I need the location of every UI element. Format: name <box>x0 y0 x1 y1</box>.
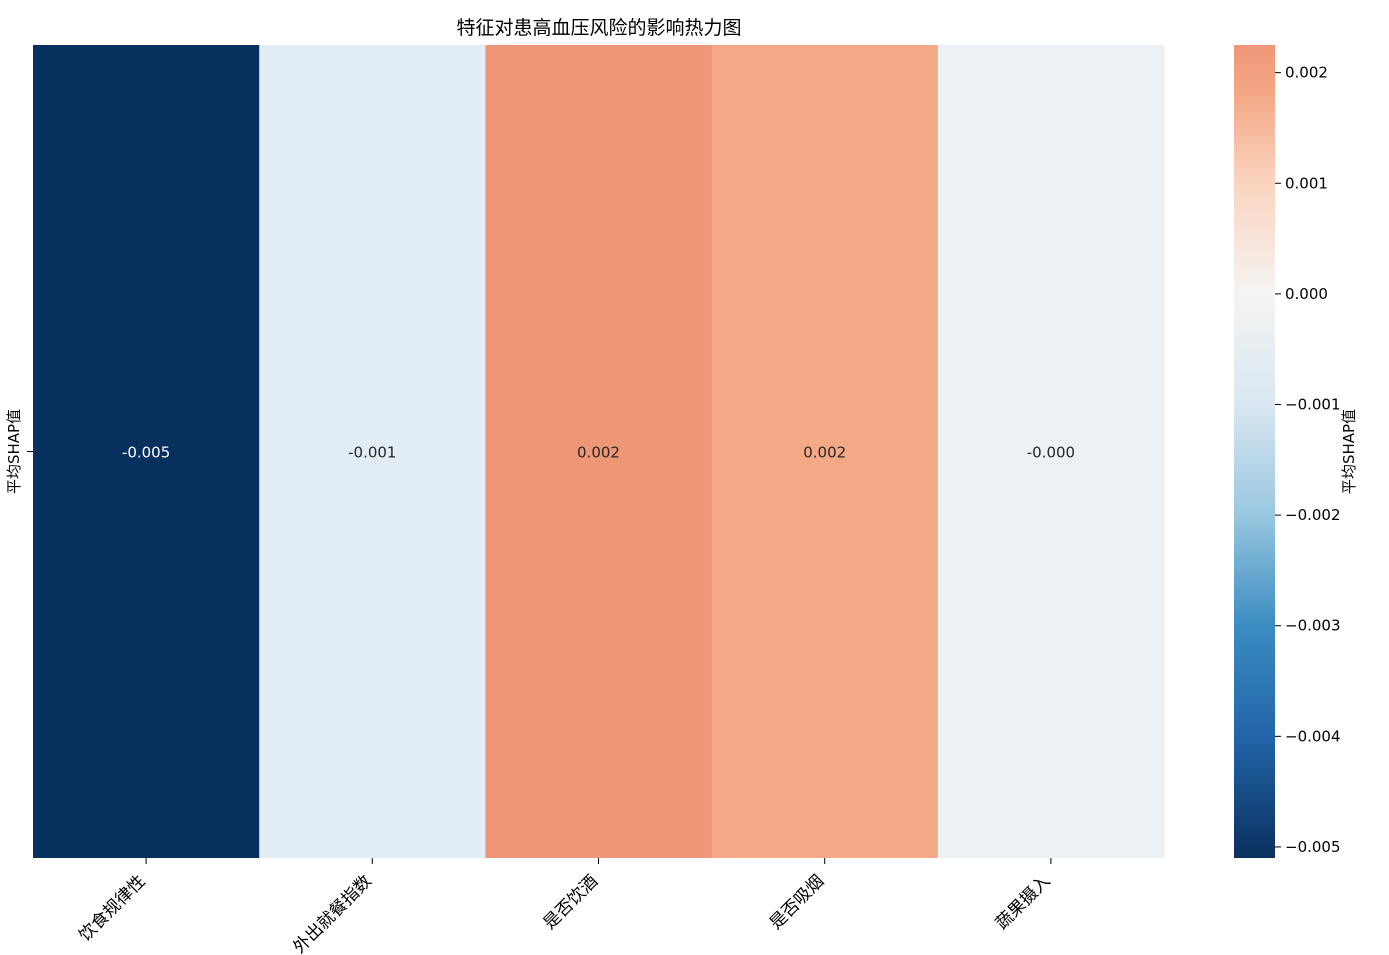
colorbar-tick-label: −0.003 <box>1285 617 1341 635</box>
cell-annotation: -0.005 <box>122 444 170 462</box>
chart-title: 特征对患高血压风险的影响热力图 <box>456 17 741 39</box>
colorbar-tick-label: −0.002 <box>1285 506 1341 524</box>
cell-annotations: -0.005 -0.001 0.002 0.002 -0.000 <box>122 444 1075 462</box>
heatmap-cell <box>711 45 939 858</box>
cell-annotation: -0.000 <box>1027 444 1075 462</box>
heatmap-cell <box>33 45 260 858</box>
x-tick-label: 蔬果摄入 <box>992 871 1054 933</box>
cell-annotation: -0.001 <box>348 444 396 462</box>
cell-annotation: 0.002 <box>803 444 846 462</box>
colorbar <box>1234 45 1275 858</box>
x-tick-label: 饮食规律性 <box>75 871 149 945</box>
x-tick-label: 是否吸烟 <box>766 871 828 933</box>
x-tick-label: 外出就餐指数 <box>290 871 376 955</box>
colorbar-gradient <box>1234 45 1275 858</box>
cell-annotation: 0.002 <box>577 444 620 462</box>
y-axis-ticks: 平均SHAP值 <box>5 409 33 494</box>
colorbar-tick-label: −0.005 <box>1285 838 1341 856</box>
heatmap-cell <box>937 45 1165 858</box>
colorbar-tick-label: 0.001 <box>1285 174 1328 192</box>
heatmap-cell <box>259 45 486 858</box>
colorbar-ticks: 0.002 0.001 0.000 −0.001 −0.002 −0.003 −0.004 −… <box>1275 64 1341 856</box>
y-tick-label: 平均SHAP值 <box>5 409 23 494</box>
colorbar-label: 平均SHAP值 <box>1340 409 1358 494</box>
x-tick-label: 是否饮酒 <box>540 871 602 933</box>
heatmap-cells <box>33 45 1165 858</box>
colorbar-tick-label: −0.001 <box>1285 395 1341 413</box>
heatmap-cell <box>485 45 713 858</box>
x-axis-ticks: 饮食规律性 外出就餐指数 是否饮酒 是否吸烟 蔬果摄入 <box>75 858 1054 955</box>
colorbar-tick-label: 0.002 <box>1285 64 1328 82</box>
colorbar-tick-label: −0.004 <box>1285 727 1341 745</box>
colorbar-tick-label: 0.000 <box>1285 285 1328 303</box>
